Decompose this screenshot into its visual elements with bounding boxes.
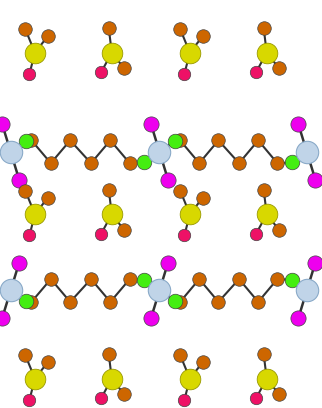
Point — [121, 226, 127, 233]
Point — [99, 69, 104, 75]
Point — [127, 276, 132, 282]
Point — [106, 186, 111, 193]
Point — [200, 33, 205, 40]
Point — [108, 137, 113, 144]
Point — [142, 159, 147, 166]
Point — [313, 176, 318, 183]
Point — [289, 277, 294, 283]
Point — [48, 276, 53, 282]
Point — [276, 65, 281, 71]
Point — [261, 351, 266, 357]
Point — [99, 231, 104, 237]
Point — [148, 315, 154, 322]
Point — [313, 259, 318, 266]
Point — [148, 121, 154, 127]
Point — [177, 137, 183, 144]
Point — [23, 352, 28, 358]
Point — [48, 160, 53, 166]
Point — [216, 299, 221, 305]
Point — [172, 138, 177, 144]
Point — [296, 121, 301, 127]
Point — [289, 159, 294, 166]
Point — [68, 299, 73, 305]
Point — [29, 137, 34, 144]
Point — [275, 160, 280, 166]
Point — [109, 375, 114, 382]
Point — [187, 375, 193, 382]
Point — [197, 160, 202, 166]
Point — [32, 49, 37, 56]
Point — [8, 149, 13, 155]
Point — [32, 211, 37, 217]
Point — [236, 276, 242, 282]
Point — [106, 25, 111, 31]
Point — [23, 138, 28, 144]
Point — [109, 211, 114, 217]
Point — [256, 299, 261, 305]
Point — [200, 195, 205, 201]
Point — [182, 397, 187, 403]
Point — [8, 287, 13, 294]
Point — [166, 176, 171, 183]
Point — [275, 276, 280, 282]
Point — [0, 315, 5, 322]
Point — [23, 26, 28, 32]
Point — [23, 187, 28, 194]
Point — [261, 186, 266, 193]
Point — [89, 276, 94, 282]
Point — [256, 137, 261, 144]
Point — [157, 287, 162, 294]
Point — [0, 121, 5, 127]
Point — [121, 65, 127, 71]
Point — [261, 25, 266, 31]
Point — [172, 298, 177, 304]
Point — [45, 33, 50, 40]
Point — [177, 26, 183, 32]
Point — [121, 391, 127, 397]
Point — [182, 232, 187, 239]
Point — [216, 137, 221, 144]
Point — [142, 277, 147, 283]
Point — [127, 160, 132, 166]
Point — [27, 232, 32, 239]
Point — [166, 259, 171, 266]
Point — [177, 187, 183, 194]
Point — [253, 69, 259, 75]
Point — [264, 49, 269, 56]
Point — [276, 391, 281, 397]
Point — [16, 176, 22, 183]
Point — [45, 359, 50, 366]
Point — [16, 259, 22, 266]
Point — [106, 351, 111, 357]
Point — [45, 195, 50, 201]
Point — [200, 359, 205, 366]
Point — [296, 315, 301, 322]
Point — [23, 298, 28, 304]
Point — [253, 395, 259, 401]
Point — [253, 231, 259, 237]
Point — [187, 211, 193, 217]
Point — [276, 226, 281, 233]
Point — [264, 375, 269, 382]
Point — [187, 49, 193, 56]
Point — [29, 299, 34, 305]
Point — [304, 287, 309, 294]
Point — [236, 160, 242, 166]
Point — [182, 71, 187, 77]
Point — [177, 299, 183, 305]
Point — [177, 352, 183, 358]
Point — [27, 397, 32, 403]
Point — [89, 160, 94, 166]
Point — [68, 137, 73, 144]
Point — [32, 375, 37, 382]
Point — [304, 149, 309, 155]
Point — [108, 299, 113, 305]
Point — [99, 395, 104, 401]
Point — [27, 71, 32, 77]
Point — [197, 276, 202, 282]
Point — [109, 49, 114, 56]
Point — [264, 211, 269, 217]
Point — [157, 149, 162, 155]
